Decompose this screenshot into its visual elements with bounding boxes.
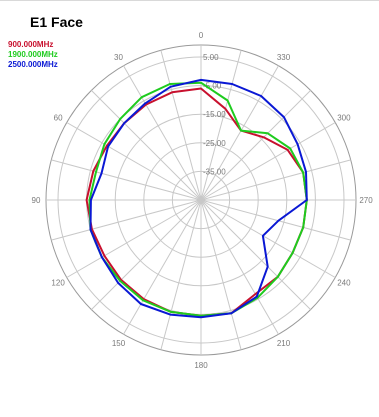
angle-tick-label: 270 <box>359 196 373 205</box>
series-point <box>231 83 233 85</box>
series-point <box>200 79 202 81</box>
grid-spoke <box>200 199 242 350</box>
series-point <box>286 149 289 151</box>
series-point <box>140 303 142 305</box>
series-point <box>302 171 305 174</box>
grid-spoke <box>51 199 202 241</box>
series-point <box>144 102 147 105</box>
radial-tick-label: 5.00 <box>203 53 219 62</box>
grid-spoke <box>123 65 202 201</box>
grid-spoke <box>160 50 202 201</box>
grid-spoke <box>200 122 336 201</box>
series-point <box>260 95 262 97</box>
top-rule <box>0 0 379 1</box>
angle-tick-label: 0 <box>199 31 204 40</box>
angle-tick-label: 240 <box>337 279 351 288</box>
angle-tick-label: 180 <box>194 361 208 370</box>
grid-spoke <box>200 199 336 278</box>
series-point <box>254 293 257 295</box>
radial-tick-label: -5.00 <box>203 82 222 91</box>
series-point <box>240 129 242 132</box>
series-point <box>302 226 305 229</box>
grid-spoke <box>200 199 279 335</box>
grid-spoke <box>200 50 242 201</box>
series-point <box>277 219 280 222</box>
angle-tick-label: 30 <box>114 53 123 62</box>
series-point <box>119 280 121 282</box>
angle-tick-label: 60 <box>54 114 63 123</box>
radial-tick-label: -15.00 <box>203 110 226 119</box>
series-point <box>92 170 95 172</box>
series-point <box>171 91 173 94</box>
series-point <box>226 99 229 102</box>
grid-spoke <box>160 199 202 350</box>
grid-spoke <box>200 90 311 201</box>
series-point <box>200 316 202 319</box>
grid-spoke <box>66 199 202 278</box>
series-point <box>200 87 202 90</box>
series-point <box>305 171 307 173</box>
legend-entry-900mhz: 900.000MHz <box>8 40 54 49</box>
series-point <box>89 228 92 231</box>
series-point <box>169 85 172 88</box>
series-point <box>296 143 299 146</box>
series-point <box>119 118 121 120</box>
series-point <box>169 313 172 316</box>
series-point <box>277 276 279 278</box>
series-point <box>200 315 202 317</box>
angle-tick-label: 150 <box>112 339 126 348</box>
series-point <box>289 147 291 150</box>
series-point <box>255 295 258 298</box>
radial-tick-label: -25.00 <box>203 139 226 148</box>
series-point <box>123 122 125 124</box>
series-point <box>224 108 227 110</box>
grid-spoke <box>91 199 202 310</box>
grid-spoke <box>200 159 351 201</box>
grid-spoke <box>66 122 202 201</box>
angle-tick-label: 300 <box>337 114 351 123</box>
series-point <box>142 299 144 302</box>
series-point <box>169 83 171 85</box>
grid-spoke <box>200 199 351 241</box>
angle-tick-label: 330 <box>277 53 291 62</box>
series-point <box>283 116 285 118</box>
series-point <box>90 199 92 201</box>
series-point <box>262 234 264 237</box>
legend: 900.000MHz 1900.000MHz 2500.000MHz <box>8 40 58 70</box>
series-point <box>100 172 103 175</box>
angle-tick-label: 210 <box>277 339 291 348</box>
grid-spoke <box>51 159 202 201</box>
series-point <box>101 256 103 259</box>
angle-tick-label: 90 <box>32 196 41 205</box>
series-point <box>200 81 202 84</box>
chart-title: E1 Face <box>30 14 83 30</box>
series-point <box>103 143 106 146</box>
legend-entry-1900mhz: 1900.000MHz <box>8 50 58 59</box>
series-point <box>107 145 109 148</box>
series-point <box>306 199 308 201</box>
series-point <box>140 96 143 99</box>
series-point <box>95 171 97 173</box>
angle-tick-label: 120 <box>51 279 65 288</box>
series-point <box>291 252 294 254</box>
series-point <box>170 311 172 313</box>
series-point <box>117 282 119 284</box>
grid-spoke <box>123 199 202 335</box>
series-point <box>88 199 91 201</box>
grid-spoke <box>200 199 311 310</box>
grid-spoke <box>200 65 279 201</box>
legend-entry-2500mhz: 2500.000MHz <box>8 60 58 69</box>
grid-spoke <box>91 90 202 201</box>
series-point <box>266 265 269 268</box>
series-point <box>85 199 88 201</box>
radial-tick-label: -35.00 <box>203 167 226 176</box>
series-point <box>103 254 106 257</box>
series-point <box>230 312 233 315</box>
series-point <box>262 136 265 139</box>
series-point <box>266 132 269 135</box>
